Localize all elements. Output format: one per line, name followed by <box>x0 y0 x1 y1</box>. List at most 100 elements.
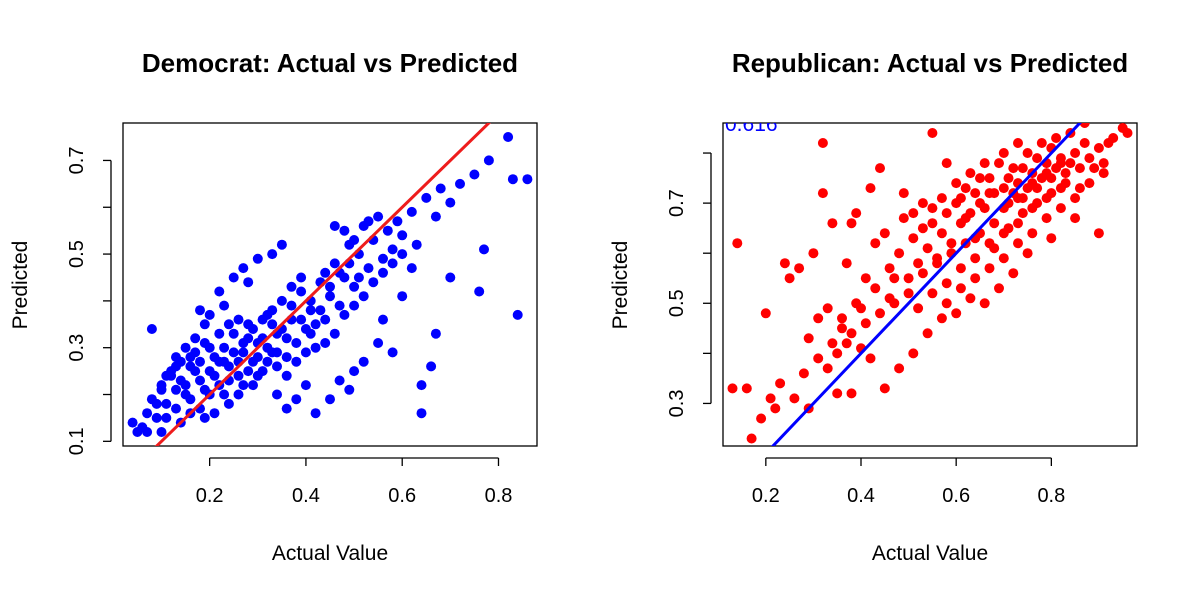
democrat-data-point <box>358 356 369 367</box>
republican-data-point <box>817 188 828 199</box>
democrat-data-point <box>382 225 393 236</box>
democrat-data-point <box>262 342 273 353</box>
democrat-data-point <box>353 272 364 283</box>
republican-data-point <box>927 203 938 214</box>
democrat-data-point <box>161 398 172 409</box>
democrat-fit-line-group <box>154 123 492 446</box>
democrat-data-point <box>262 356 273 367</box>
republican-data-point <box>936 228 947 239</box>
democrat-data-point <box>315 305 326 316</box>
republican-data-point <box>1084 178 1095 189</box>
republican-data-point <box>822 363 833 374</box>
democrat-data-point <box>503 132 514 142</box>
republican-data-point <box>932 258 943 269</box>
republican-data-point <box>832 388 843 399</box>
republican-data-point <box>903 288 914 299</box>
democrat-data-point <box>291 394 302 405</box>
republican-data-point <box>817 138 828 148</box>
democrat-data-point <box>430 328 441 339</box>
republican-data-point <box>984 263 995 274</box>
democrat-data-point <box>435 183 446 194</box>
democrat-data-point <box>243 366 254 377</box>
democrat-data-point <box>281 333 292 344</box>
republican-data-point <box>1098 158 1109 169</box>
democrat-y-tick-label: 0.3 <box>66 334 88 362</box>
republican-x-tick-label: 0.2 <box>752 485 780 507</box>
republican-data-point <box>927 128 938 138</box>
democrat-data-point <box>214 328 225 339</box>
republican-data-point <box>841 338 852 349</box>
democrat-y-tick-label: 0.1 <box>66 427 88 455</box>
republican-data-point <box>989 218 1000 229</box>
republican-data-point <box>1041 213 1052 224</box>
republican-y-tick-label: 0.3 <box>666 390 688 418</box>
republican-data-point <box>1070 213 1081 224</box>
democrat-fit-line <box>154 123 492 446</box>
democrat-x-tick-label: 0.8 <box>485 485 513 507</box>
democrat-data-point <box>156 384 167 395</box>
democrat-data-point <box>195 375 205 386</box>
democrat-data-point <box>180 342 191 353</box>
republican-data-point <box>975 173 985 184</box>
republican-data-point <box>851 208 862 219</box>
democrat-data-point <box>252 352 263 363</box>
democrat-data-point <box>219 300 230 311</box>
republican-data-point <box>846 328 857 339</box>
democrat-data-point <box>469 169 480 180</box>
republican-data-point <box>1041 193 1052 204</box>
democrat-data-point <box>286 281 297 292</box>
democrat-data-point <box>522 174 533 185</box>
democrat-data-point <box>228 347 239 358</box>
republican-data-point <box>784 273 795 284</box>
democrat-data-point <box>334 375 345 386</box>
republican-data-point <box>1079 138 1090 148</box>
democrat-data-point <box>171 352 181 363</box>
democrat-data-point <box>161 370 172 381</box>
republican-data-point <box>1070 148 1081 158</box>
republican-data-point <box>794 263 805 274</box>
republican-data-point <box>732 238 743 249</box>
republican-data-point <box>927 218 938 229</box>
democrat-data-point <box>156 427 167 437</box>
democrat-data-point <box>305 328 316 339</box>
republican-data-point <box>860 273 871 284</box>
democrat-data-point <box>310 342 321 353</box>
democrat-data-point <box>455 178 465 189</box>
republican-data-point <box>898 213 909 224</box>
democrat-data-point <box>199 412 210 423</box>
democrat-y-tick-label: 0.5 <box>66 240 88 268</box>
republican-data-point <box>913 303 924 314</box>
republican-data-point <box>1093 228 1104 239</box>
democrat-data-point <box>238 380 249 391</box>
democrat-data-point <box>185 394 196 405</box>
democrat-data-point <box>272 347 282 358</box>
democrat-data-point <box>127 417 138 428</box>
republican-data-point <box>946 238 957 249</box>
democrat-data-point <box>219 389 230 400</box>
democrat-data-point <box>320 314 331 325</box>
republican-data-point <box>1060 168 1071 179</box>
democrat-data-point <box>334 300 345 311</box>
democrat-data-point <box>397 291 408 302</box>
republican-data-point <box>913 258 924 269</box>
republican-data-point <box>1027 203 1038 214</box>
republican-x-axis: 0.2 0.4 0.6 0.8 <box>752 457 1065 507</box>
republican-data-point <box>965 293 976 304</box>
republican-data-point <box>1017 208 1028 219</box>
republican-data-point <box>998 228 1009 239</box>
democrat-data-point <box>267 305 278 316</box>
democrat-data-point <box>363 263 374 274</box>
democrat-data-point <box>325 291 335 302</box>
democrat-data-point <box>190 366 201 377</box>
republican-data-point <box>1013 238 1023 249</box>
republican-y-tick-label: 0.5 <box>666 289 688 317</box>
democrat-data-point <box>378 314 388 325</box>
democrat-data-point <box>416 408 427 419</box>
democrat-data-point <box>430 211 441 222</box>
democrat-x-tick-label: 0.6 <box>388 485 416 507</box>
democrat-data-point <box>300 347 311 358</box>
republican-chart-title: Republican: Actual vs Predicted <box>732 48 1128 78</box>
democrat-data-point <box>387 347 398 358</box>
republican-data-point <box>741 383 752 394</box>
republican-data-point <box>998 183 1009 194</box>
